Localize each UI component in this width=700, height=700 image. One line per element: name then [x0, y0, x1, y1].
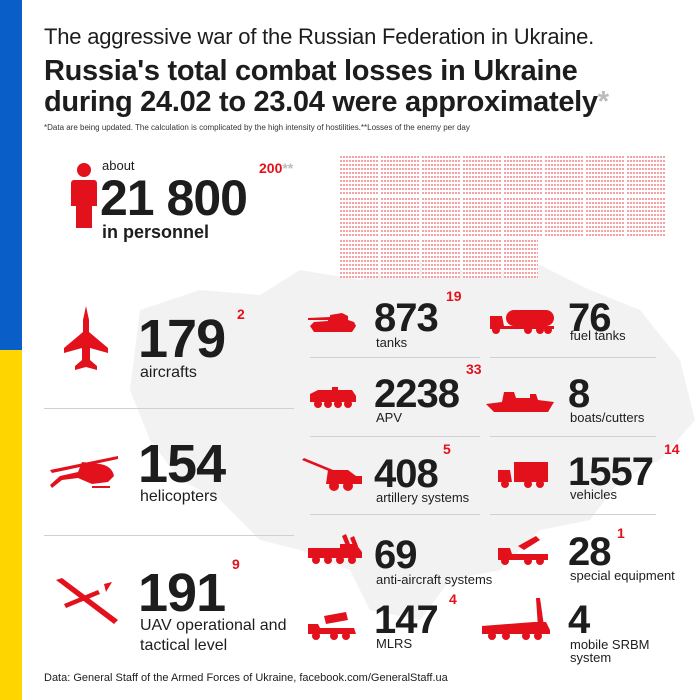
aircrafts-per-day: 2: [237, 306, 245, 322]
divider: [44, 535, 294, 536]
person-icon: [71, 163, 97, 228]
boats-label: boats/cutters: [570, 410, 645, 425]
ukraine-map-silhouette: [130, 260, 695, 620]
artillery-per-day: 5: [443, 441, 451, 457]
artillery-value: 408: [374, 452, 439, 496]
boats-value: 8: [568, 372, 590, 416]
special-vehicle-icon: [498, 536, 548, 565]
apc-icon: [310, 387, 356, 408]
page-title: Russia's total combat losses in Ukraine …: [44, 56, 694, 118]
helicopter-icon: [50, 456, 118, 488]
flag-stripe-blue: [0, 0, 22, 350]
title-line-2: during 24.02 to 23.04 were approximately: [44, 86, 598, 118]
helicopters-value: 154: [138, 434, 226, 494]
source-footer: Data: General Staff of the Armed Forces …: [44, 672, 448, 684]
artillery-icon: [302, 458, 362, 491]
fuel-tanks-value: 76: [568, 296, 611, 340]
divider: [310, 436, 480, 437]
apv-label: APV: [376, 410, 403, 425]
divider: [310, 514, 480, 515]
anti-aircraft-icon: [308, 534, 362, 564]
boat-icon: [486, 392, 554, 412]
tanks-value: 873: [374, 296, 439, 340]
anti-aircraft-value: 69: [374, 533, 417, 577]
anti-aircraft-label: anti-aircraft systems: [376, 572, 493, 587]
tanks-label: tanks: [376, 335, 408, 350]
aircrafts-value: 179: [138, 309, 226, 369]
drone-icon: [56, 578, 118, 624]
personnel-grid: [340, 156, 665, 280]
srbm-label: mobile SRBM system: [570, 637, 650, 665]
personnel-value: 21 800: [100, 170, 248, 226]
divider: [490, 357, 656, 358]
divider: [310, 357, 480, 358]
artillery-label: artillery systems: [376, 490, 470, 505]
page-subtitle: The aggressive war of the Russian Federa…: [44, 24, 595, 49]
mlrs-value: 147: [374, 598, 439, 642]
special-equipment-value: 28: [568, 530, 611, 574]
title-line-1: Russia's total combat losses in Ukraine: [44, 55, 578, 87]
uav-label: UAV operational and tactical level: [140, 617, 287, 654]
divider: [490, 514, 656, 515]
divider: [44, 408, 294, 409]
fighter-jet-icon: [64, 306, 108, 370]
fuel-tanks-label: fuel tanks: [570, 328, 626, 343]
srbm-launcher-icon: [482, 598, 550, 640]
flag-stripe-yellow: [0, 350, 22, 700]
footnote: *Data are being updated. The calculation…: [44, 123, 470, 132]
uav-value: 191: [138, 563, 226, 623]
aircrafts-label: aircrafts: [140, 364, 197, 381]
vehicles-per-day: 14: [664, 441, 680, 457]
personnel-about: about: [102, 158, 135, 173]
special-equipment-label: special equipment: [570, 568, 675, 583]
mlrs-icon: [308, 612, 356, 640]
apv-value: 2238: [374, 372, 460, 416]
special-equipment-per-day: 1: [617, 525, 625, 541]
mlrs-per-day: 4: [449, 591, 457, 607]
tanks-per-day: 19: [446, 288, 462, 304]
fuel-truck-icon: [490, 310, 554, 334]
vehicles-label: vehicles: [570, 487, 617, 502]
vehicles-value: 1557: [568, 450, 654, 494]
apv-per-day: 33: [466, 361, 482, 377]
tank-icon: [308, 313, 356, 332]
personnel-label: in personnel: [102, 222, 210, 242]
personnel-per-day: 200**: [259, 160, 294, 176]
divider: [490, 436, 656, 437]
mlrs-label: MLRS: [376, 636, 413, 651]
helicopters-label: helicopters: [140, 488, 218, 505]
uav-per-day: 9: [232, 556, 240, 572]
srbm-value: 4: [568, 598, 590, 642]
truck-icon: [498, 462, 548, 488]
title-star: *: [597, 86, 609, 118]
